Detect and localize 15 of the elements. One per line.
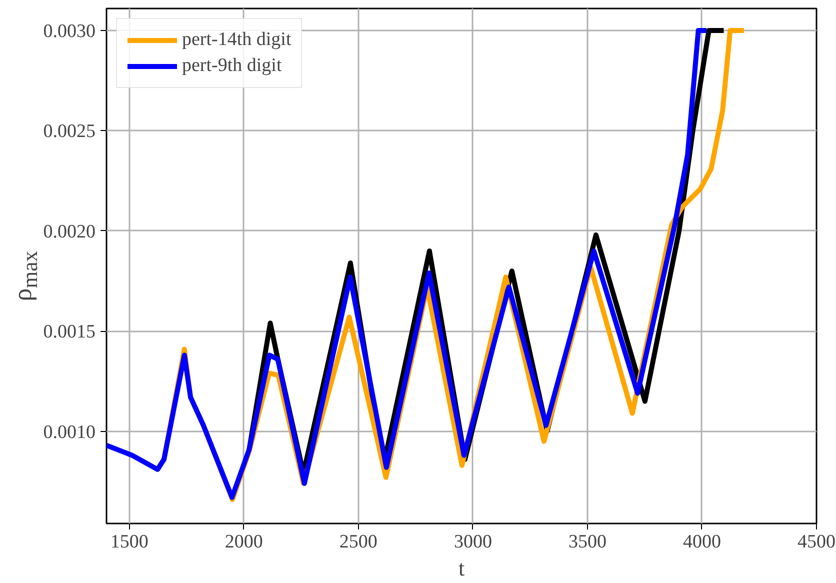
y-tick-label: 0.0030 xyxy=(43,21,96,42)
y-tick-label: 0.0010 xyxy=(43,422,96,443)
x-tick-label: 2000 xyxy=(224,532,263,552)
legend-label: pert-14th digit xyxy=(182,29,292,51)
x-tick-label: 2500 xyxy=(339,532,378,552)
legend-label: pert-9th digit xyxy=(182,55,282,77)
y-tick-label: 0.0020 xyxy=(43,221,96,242)
x-tick-label: 4500 xyxy=(798,532,836,552)
y-tick-label: 0.0015 xyxy=(43,322,96,343)
x-tick-label: 1500 xyxy=(110,532,148,552)
x-axis-title: t xyxy=(458,556,465,580)
x-tick-label: 3000 xyxy=(454,532,492,552)
x-tick-label: 3500 xyxy=(568,532,606,552)
x-tick-label: 4000 xyxy=(682,532,721,552)
y-tick-label: 0.0025 xyxy=(43,121,96,142)
